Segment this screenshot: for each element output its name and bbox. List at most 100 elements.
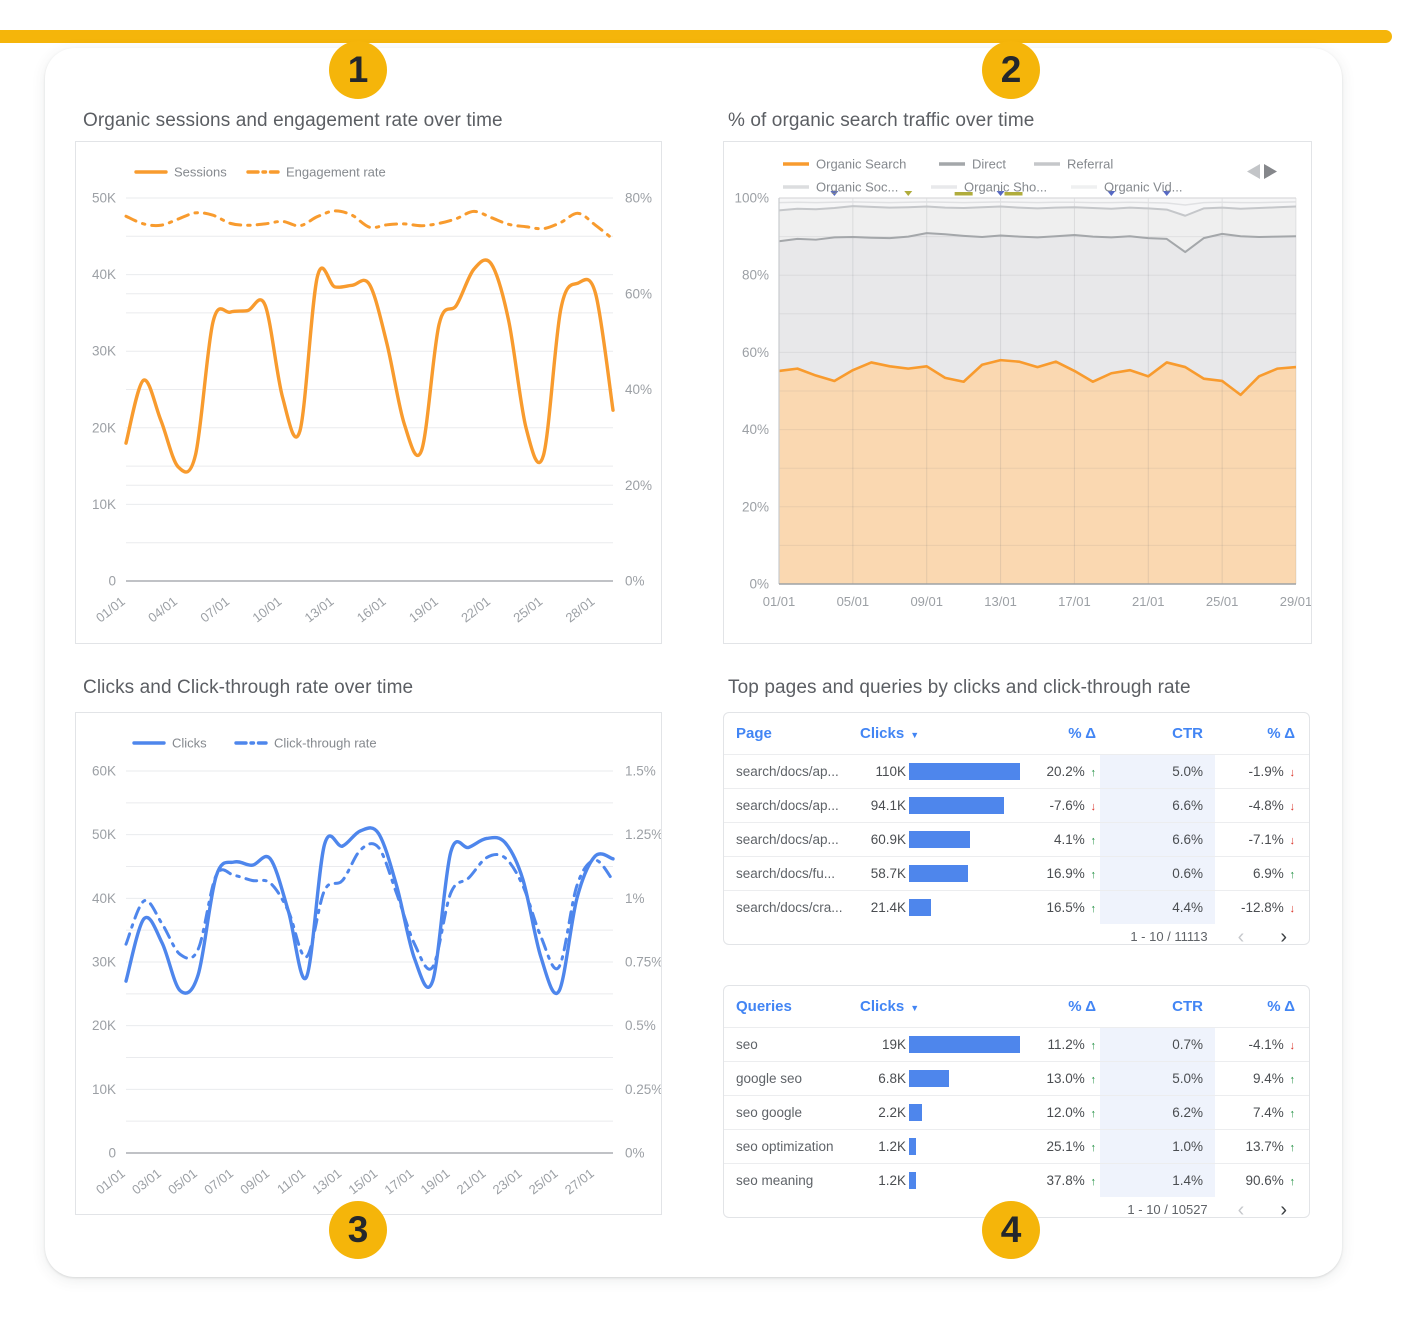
ctr-cell: 4.4%: [1100, 891, 1215, 924]
blue-marker-icon: [1162, 191, 1171, 196]
right-axis-tick: 80%: [625, 191, 652, 206]
clicks-value: 60.9K: [870, 832, 906, 847]
table-row: search/docs/ap... 60.9K 4.1% ↑ 6.6% -7.1% ↓: [724, 822, 1309, 856]
engagement-rate-line: [124, 209, 615, 241]
right-axis-tick: 1.25%: [625, 827, 661, 842]
clicks-delta-cell: 16.5% ↑: [1046, 900, 1096, 915]
sessions-chart-panel: 0 10K 20K 30K 40K 50K 0% 20% 40% 60% 80% 01/01 04/01…: [75, 141, 662, 644]
table-row: search/docs/ap... 94.1K -7.6% ↓ 6.6% -4.8% ↓: [724, 788, 1309, 822]
arrow-down-icon: ↓: [1289, 1040, 1296, 1052]
ctr-cell: 1.0%: [1100, 1130, 1215, 1163]
arrow-down-icon: ↓: [1289, 835, 1296, 847]
x-axis-tick: 13/01: [984, 594, 1017, 609]
y-axis-tick: 20%: [742, 499, 769, 514]
x-axis-tick: 09/01: [910, 594, 943, 609]
pagination-row: 1 - 10 / 11113 ‹ ›: [724, 924, 1309, 945]
arrow-up-icon: ↑: [1289, 869, 1296, 881]
column-header-ctr[interactable]: CTR: [1172, 725, 1203, 742]
x-axis-tick: 19/01: [418, 1166, 453, 1198]
clicks-value: 1.2K: [878, 1173, 906, 1188]
right-axis-tick: 60%: [625, 286, 652, 301]
sessions-chart-title: Organic sessions and engagement rate ove…: [83, 110, 503, 131]
x-axis-tick: 21/01: [1132, 594, 1165, 609]
legend-label: Organic Vid...: [1104, 180, 1183, 195]
pagination-next-icon[interactable]: ›: [1280, 1198, 1287, 1218]
arrow-up-icon: ↑: [1090, 767, 1097, 779]
x-axis-tick: 05/01: [837, 594, 870, 609]
left-axis-tick: 20K: [92, 420, 116, 435]
right-axis-tick: 0%: [625, 1146, 645, 1161]
legend-label: Referral: [1067, 157, 1113, 172]
clicks-cell: 21.4K: [854, 891, 1022, 924]
column-header-delta2[interactable]: % Δ: [1267, 998, 1295, 1015]
legend-next-icon[interactable]: [1264, 164, 1277, 179]
area-fill: [779, 360, 1296, 584]
column-header-delta[interactable]: % Δ: [1068, 725, 1096, 742]
arrow-up-icon: ↑: [1090, 1176, 1097, 1188]
left-axis-tick: 10K: [92, 1082, 116, 1097]
legend-label: Organic Search: [816, 157, 906, 172]
row-name: search/docs/ap...: [736, 832, 839, 847]
tables-section-title: Top pages and queries by clicks and clic…: [728, 677, 1191, 698]
clicks-value: 110K: [875, 764, 906, 779]
legend-label: Engagement rate: [286, 165, 386, 180]
clicks-delta-cell: 11.2% ↑: [1047, 1037, 1096, 1052]
ctr-delta-cell: 9.4% ↑: [1252, 1071, 1295, 1086]
top-queries-table: Queries Clicks ▼ % Δ CTR % Δ seo 19K 11.2% ↑ 0.7%…: [723, 985, 1310, 1218]
clicks-bar: [909, 899, 931, 916]
table-header-row: Page Clicks ▼ % Δ CTR % Δ: [724, 713, 1309, 754]
clicks-chart: 0 10K 20K 30K 40K 50K 60K 0% 0.25% 0.5% 0.75% 1% 1.2…: [92, 736, 661, 1198]
clicks-bar: [909, 1036, 1020, 1053]
clicks-bar: [909, 865, 968, 882]
x-axis-tick: 22/01: [458, 594, 493, 626]
arrow-up-icon: ↑: [1090, 1142, 1097, 1154]
clicks-delta-cell: -7.6% ↓: [1049, 798, 1096, 813]
ctr-delta-cell: -1.9% ↓: [1248, 764, 1295, 779]
column-header-clicks[interactable]: Clicks ▼: [860, 998, 920, 1015]
olive-bar-marker-icon: [1004, 192, 1023, 196]
clicks-value: 94.1K: [870, 798, 906, 813]
pagination-prev-icon[interactable]: ‹: [1237, 1198, 1245, 1218]
pagination-counter: 1 - 10 / 10527: [1127, 1202, 1208, 1217]
clicks-value: 1.2K: [878, 1139, 906, 1154]
right-axis-tick: 1%: [625, 891, 645, 906]
table-header-row: Queries Clicks ▼ % Δ CTR % Δ: [724, 986, 1309, 1027]
table-row: search/docs/fu... 58.7K 16.9% ↑ 0.6% 6.9% ↑: [724, 856, 1309, 890]
x-axis-tick: 07/01: [201, 1166, 236, 1198]
column-header-name[interactable]: Page: [736, 725, 772, 742]
row-name: seo meaning: [736, 1173, 814, 1188]
left-axis-tick: 30K: [92, 344, 116, 359]
pagination-next-icon[interactable]: ›: [1280, 925, 1287, 945]
table-row: search/docs/ap... 110K 20.2% ↑ 5.0% -1.9% ↓: [724, 754, 1309, 788]
column-header-ctr[interactable]: CTR: [1172, 998, 1203, 1015]
annotation-badge-2: 2: [982, 41, 1040, 99]
row-name: google seo: [736, 1071, 803, 1086]
row-name: seo google: [736, 1105, 803, 1120]
left-axis-tick: 20K: [92, 1018, 116, 1033]
clicks-cell: 1.2K: [854, 1130, 1022, 1163]
sessions-line: [124, 258, 615, 474]
x-axis-tick: 17/01: [1058, 594, 1091, 609]
legend-prev-icon[interactable]: [1247, 164, 1260, 179]
column-header-clicks[interactable]: Clicks ▼: [860, 725, 920, 742]
clicks-cell: 94.1K: [854, 789, 1022, 822]
right-axis-tick: 0.5%: [625, 1018, 656, 1033]
row-name: seo optimization: [736, 1139, 834, 1154]
clicks-cell: 2.2K: [854, 1096, 1022, 1129]
left-axis-tick: 40K: [92, 267, 116, 282]
ctr-cell: 6.2%: [1100, 1096, 1215, 1129]
right-axis-tick: 0.75%: [625, 955, 661, 970]
x-axis-tick: 05/01: [165, 1166, 200, 1198]
column-header-delta2[interactable]: % Δ: [1267, 725, 1295, 742]
ctr-delta-cell: -4.1% ↓: [1248, 1037, 1296, 1052]
ctr-delta-cell: -12.8% ↓: [1240, 900, 1295, 915]
pagination-prev-icon[interactable]: ‹: [1237, 925, 1245, 945]
column-header-delta[interactable]: % Δ: [1068, 998, 1096, 1015]
clicks-delta-cell: 16.9% ↑: [1046, 866, 1096, 881]
legend-label: Sessions: [174, 165, 227, 180]
left-axis-tick: 10K: [92, 497, 116, 512]
row-name: seo: [736, 1037, 758, 1052]
left-axis-tick: 0: [108, 574, 116, 589]
column-header-name[interactable]: Queries: [736, 998, 792, 1015]
ctr-delta-cell: 7.4% ↑: [1252, 1105, 1295, 1120]
